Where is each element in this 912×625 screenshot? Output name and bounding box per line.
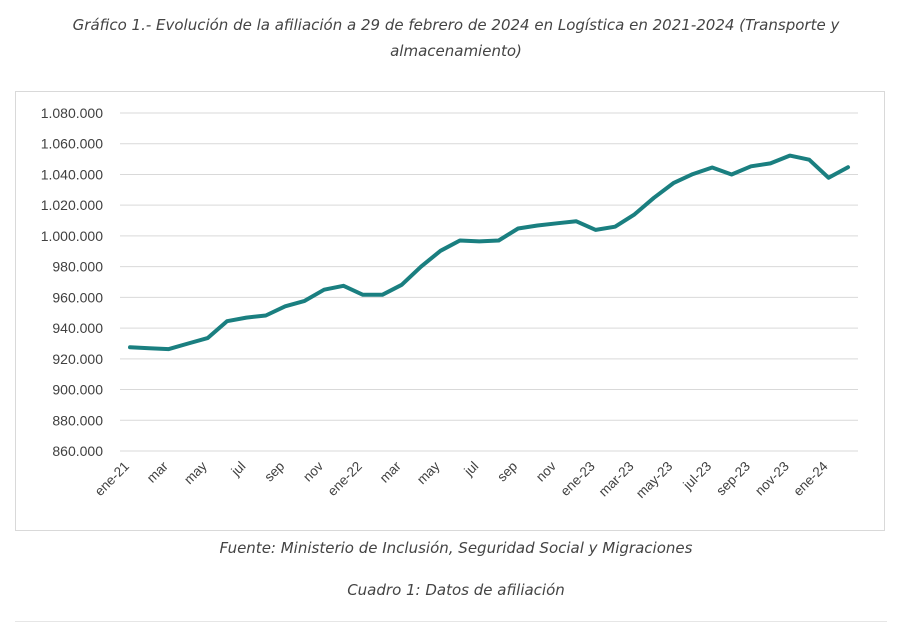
y-tick-label: 1.020.000 — [41, 197, 103, 213]
data-point — [517, 228, 519, 230]
data-point — [575, 220, 577, 222]
x-tick-label: jul — [228, 459, 249, 480]
data-point — [362, 294, 364, 296]
data-point — [711, 167, 713, 169]
data-point — [556, 222, 558, 224]
x-tick-label: jul — [461, 459, 482, 480]
y-tick-label: 1.080.000 — [41, 105, 103, 121]
data-point — [789, 155, 791, 157]
x-tick-label: may — [181, 458, 210, 487]
data-point — [207, 337, 209, 339]
data-point — [187, 342, 189, 344]
data-point — [148, 347, 150, 349]
data-point — [847, 166, 849, 168]
source-note: Fuente: Ministerio de Inclusión, Segurid… — [219, 539, 693, 557]
y-tick-label: 960.000 — [52, 289, 103, 305]
data-point — [595, 229, 597, 231]
data-point — [459, 240, 461, 242]
chart-frame — [15, 91, 885, 531]
y-tick-label: 1.000.000 — [41, 228, 103, 244]
x-tick-label: sep — [494, 459, 520, 485]
data-point — [304, 300, 306, 302]
data-point — [439, 250, 441, 252]
table-title: Cuadro 1: Datos de afiliación — [347, 581, 565, 599]
data-point — [245, 317, 247, 319]
y-tick-label: 980.000 — [52, 259, 103, 275]
data-point — [731, 173, 733, 175]
data-point — [537, 224, 539, 226]
x-tick-label: sep — [261, 459, 287, 485]
data-point — [750, 165, 752, 167]
y-tick-label: 900.000 — [52, 382, 103, 398]
x-tick-label: ene-22 — [325, 459, 365, 499]
table-top-rule — [15, 621, 887, 622]
y-tick-label: 880.000 — [52, 412, 103, 428]
y-tick-label: 860.000 — [52, 443, 103, 459]
x-tick-label: ene-23 — [558, 459, 598, 499]
x-tick-label: ene-24 — [790, 458, 831, 499]
data-point — [265, 314, 267, 316]
data-point — [284, 305, 286, 307]
data-point — [168, 348, 170, 350]
x-tick-label: nov — [533, 458, 559, 484]
data-point — [692, 173, 694, 175]
data-point — [420, 266, 422, 268]
x-tick-label: may — [414, 458, 443, 487]
x-tick-label: sep-23 — [713, 459, 753, 499]
y-tick-label: 1.060.000 — [41, 136, 103, 152]
data-point — [653, 197, 655, 199]
data-point — [129, 346, 131, 348]
x-tick-label: ene-21 — [92, 459, 132, 499]
data-point — [672, 182, 674, 184]
data-point — [323, 289, 325, 291]
x-tick-label: may-23 — [633, 459, 675, 501]
series-line — [128, 153, 850, 352]
y-tick-label: 940.000 — [52, 320, 103, 336]
data-point — [614, 226, 616, 228]
data-point — [808, 159, 810, 161]
y-tick-label: 920.000 — [52, 351, 103, 367]
y-tick-label: 1.040.000 — [41, 166, 103, 182]
data-point — [381, 294, 383, 296]
x-tick-label: nov-23 — [752, 459, 792, 499]
chart-title: Gráfico 1.- Evolución de la afiliación a… — [72, 16, 840, 60]
data-point — [498, 240, 500, 242]
data-point — [769, 162, 771, 164]
data-point — [226, 320, 228, 322]
data-point — [401, 284, 403, 286]
x-tick-label: mar — [144, 458, 171, 485]
data-point — [634, 213, 636, 215]
x-tick-label: jul-23 — [680, 459, 715, 494]
data-point — [478, 240, 480, 242]
data-point — [342, 285, 344, 287]
line-chart: 860.000 880.000 900.000 920.000 940.000 960.0… — [41, 105, 858, 501]
x-tick-label: nov — [300, 458, 326, 484]
x-tick-label: mar-23 — [596, 459, 637, 500]
data-point — [828, 177, 830, 179]
x-tick-label: mar — [377, 458, 404, 485]
